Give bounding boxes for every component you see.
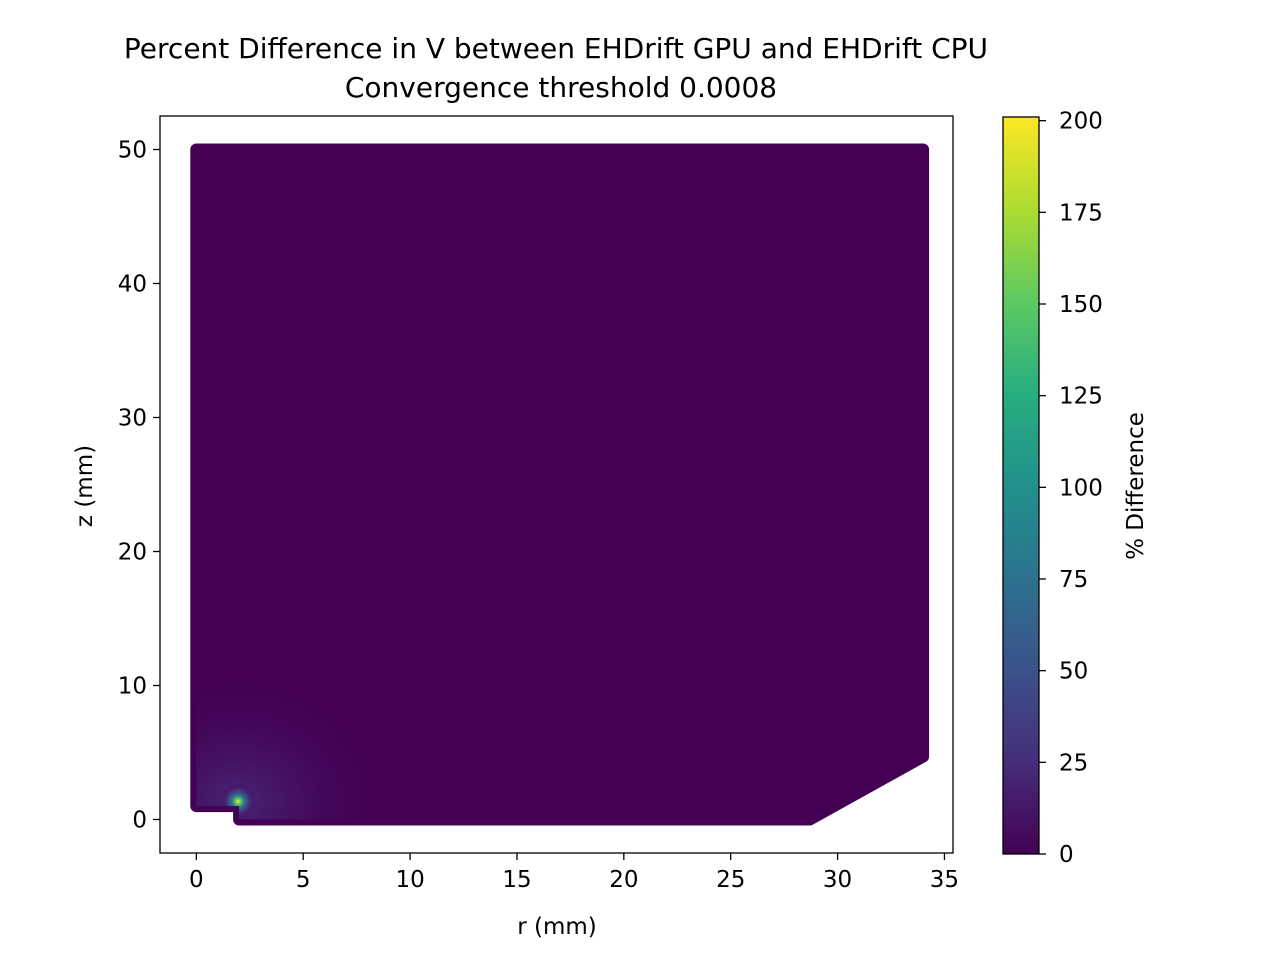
colorbar-tick-label: 75 <box>1059 567 1088 593</box>
x-tick-label: 5 <box>296 867 311 893</box>
x-tick-label: 0 <box>189 867 204 893</box>
y-tick-label: 20 <box>118 540 147 566</box>
colorbar-tick-label: 125 <box>1059 384 1103 410</box>
y-axis-label: z (mm) <box>72 445 98 527</box>
x-axis-label: r (mm) <box>517 914 597 940</box>
chart-subtitle: Convergence threshold 0.0008 <box>345 71 777 104</box>
plot-region <box>190 143 930 826</box>
colorbar-tick-label: 200 <box>1059 109 1103 135</box>
y-axis-ticks: 0 10 20 30 40 50 <box>118 138 160 834</box>
y-tick-label: 0 <box>132 808 147 834</box>
colorbar-tick-label: 175 <box>1059 200 1103 226</box>
y-tick-label: 50 <box>118 138 147 164</box>
x-tick-label: 35 <box>930 867 959 893</box>
x-tick-label: 10 <box>395 867 424 893</box>
colorbar-tick-label: 150 <box>1059 292 1103 318</box>
y-tick-label: 40 <box>118 272 147 298</box>
colorbar-label: % Difference <box>1123 412 1149 560</box>
y-tick-label: 10 <box>118 674 147 700</box>
colorbar-tick-label: 0 <box>1059 842 1074 868</box>
colorbar-ticks: 0 25 50 75 100 125 150 175 200 <box>1039 109 1103 868</box>
axes-frame <box>159 115 954 854</box>
x-tick-label: 15 <box>502 867 531 893</box>
x-tick-label: 20 <box>609 867 638 893</box>
colorbar <box>1002 116 1040 855</box>
colorbar-tick-label: 50 <box>1059 659 1088 685</box>
chart-title: Percent Difference in V between EHDrift … <box>124 32 988 65</box>
y-tick-label: 30 <box>118 406 147 432</box>
x-axis-ticks: 0 5 10 15 20 25 30 35 <box>189 853 959 893</box>
colorbar-tick-label: 100 <box>1059 475 1103 501</box>
x-tick-label: 30 <box>823 867 852 893</box>
x-tick-label: 25 <box>716 867 745 893</box>
colorbar-tick-label: 25 <box>1059 750 1088 776</box>
